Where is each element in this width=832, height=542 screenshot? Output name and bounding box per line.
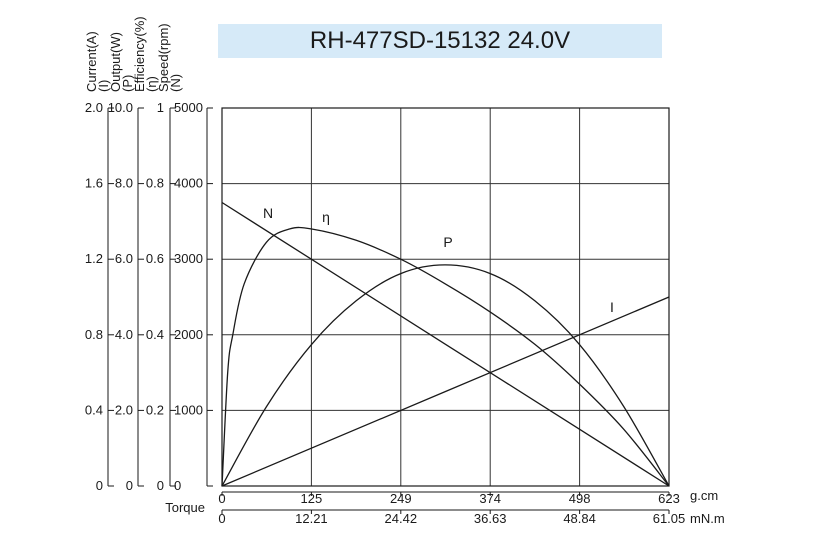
x-axis-title: Torque [165,500,205,515]
y-axis-title: Efficiency(%) [132,16,147,92]
y-axis-tick-label: 0.6 [146,251,164,266]
y-axis-tick-label: 0 [174,478,181,493]
x-axis-tick-label: 24.42 [385,511,418,526]
y-axis-tick-label: 0 [96,478,103,493]
y-axis-tick-label: 2000 [174,327,203,342]
y-axis-tick-label: 5000 [174,100,203,115]
series-line-p [221,264,670,487]
y-axis-title: (I) [96,80,111,92]
y-axis-tick-label: 0 [157,478,164,493]
y-axis-tick-label: 0.8 [146,176,164,191]
x-axis-tick-label: 12.21 [295,511,328,526]
y-axis-tick-label: 0 [126,478,133,493]
series-line-i [221,296,670,487]
x-axis-tick-label: 48.84 [563,511,596,526]
y-axis-tick-label: 2.0 [85,100,103,115]
x-axis-tick-label: 498 [569,491,591,506]
series-label-eta: η [322,209,330,225]
y-axis-tick-label: 3000 [174,251,203,266]
x-axis-tick-label: 36.63 [474,511,507,526]
y-axis-tick-label: 4.0 [115,327,133,342]
y-axis-tick-label: 0.8 [85,327,103,342]
y-axis-tick-label: 0.4 [85,402,103,417]
y-axis-tick-label: 0.2 [146,402,164,417]
x-axis-tick-label: 249 [390,491,412,506]
x-axis-tick-label: 623 [658,491,680,506]
y-axis-tick-label: 4000 [174,176,203,191]
y-axis-title: (N) [168,74,183,92]
series-line-eta [221,226,670,487]
y-axis-tick-label: 1.6 [85,176,103,191]
y-axis-tick-label: 1000 [174,402,203,417]
y-axis-tick-label: 1 [157,100,164,115]
plot-frame [221,107,670,487]
y-axis-title: Output(W) [108,32,123,92]
y-axis-tick-label: 8.0 [115,176,133,191]
y-axis-tick-label: 6.0 [115,251,133,266]
series-label-i: I [610,299,614,315]
y-axis-title: (P) [120,75,135,92]
y-axis-title: Speed(rpm) [156,23,171,92]
x-axis-unit: mN.m [690,511,725,526]
y-axis-tick-label: 0.4 [146,327,164,342]
x-axis-tick-label: 374 [479,491,501,506]
x-axis-tick-label: 125 [301,491,323,506]
x-axis-tick-label: 0 [218,511,225,526]
chart-title: RH-477SD-15132 24.0V [218,24,662,58]
y-axis-tick-label: 1.2 [85,251,103,266]
y-axis-tick-label: 10.0 [108,100,133,115]
series-label-n: N [263,205,273,221]
series-line-n [221,201,670,487]
y-axis-title: Current(A) [84,31,99,92]
y-axis-tick-label: 2.0 [115,402,133,417]
y-axis-title: (η) [144,76,159,92]
x-axis-tick-label: 0 [218,491,225,506]
series-label-p: P [443,234,452,250]
x-axis-unit: g.cm [690,488,718,503]
x-axis-tick-label: 61.05 [653,511,686,526]
